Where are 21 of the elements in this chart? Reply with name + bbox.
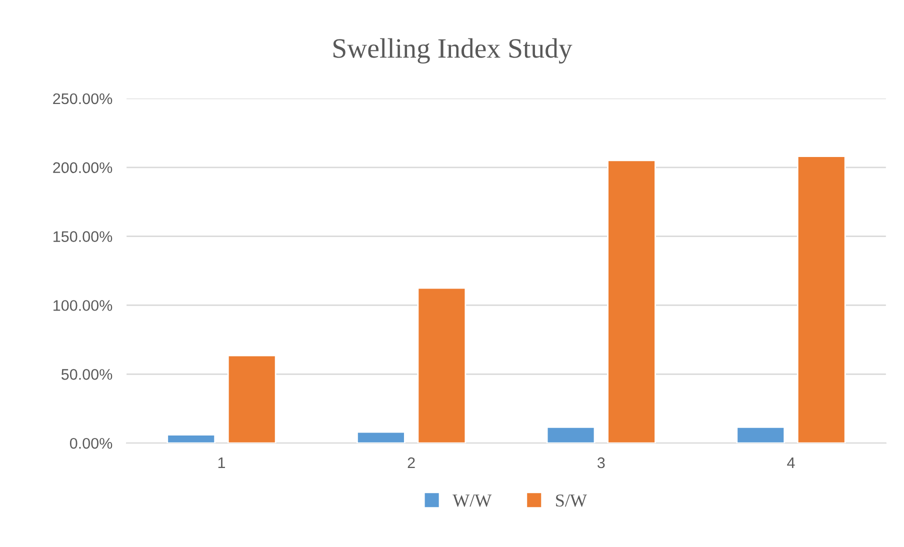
x-tick-label: 4 [787, 458, 795, 468]
legend-label: S/W [556, 494, 587, 507]
chart-title: Swelling Index Study [333, 38, 572, 64]
y-tick-label: 200.00% [53, 162, 112, 174]
bar [736, 426, 786, 444]
y-tick-label: 150.00% [54, 231, 112, 242]
y-tick-label: 250.00% [53, 93, 112, 104]
bar [166, 434, 216, 444]
bar [417, 287, 466, 444]
legend-label: W/W [452, 494, 492, 507]
x-tick-label: 2 [408, 457, 415, 468]
bar [796, 156, 846, 444]
y-tick-label: 50.00% [61, 369, 112, 380]
x-tick-label: 1 [218, 458, 225, 468]
bar [546, 426, 596, 444]
bar [607, 160, 656, 444]
y-tick-label: 0.00% [70, 438, 112, 449]
bar [227, 354, 276, 444]
x-tick-label: 3 [597, 457, 605, 468]
y-tick-label: 100.00% [54, 300, 112, 311]
bar [356, 431, 406, 444]
